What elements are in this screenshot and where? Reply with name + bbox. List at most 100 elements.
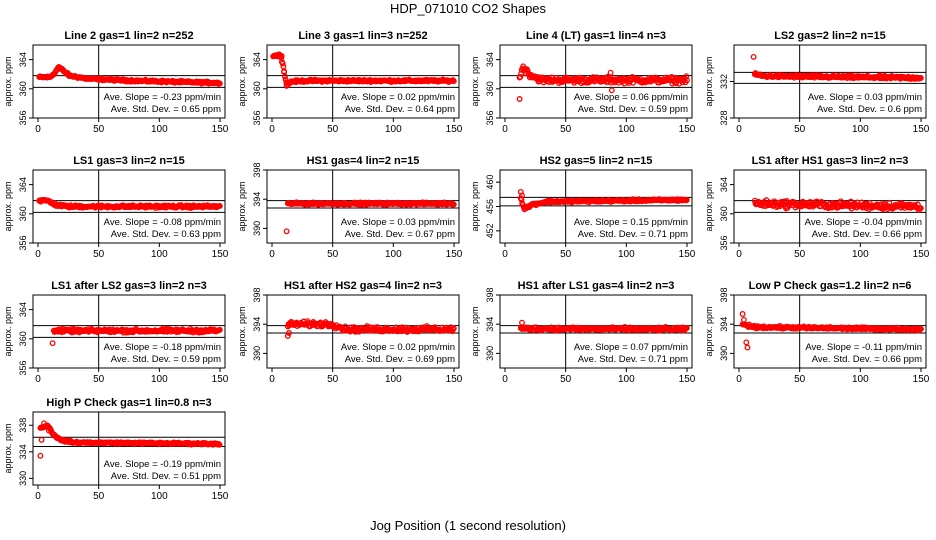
panel-11: HS1 after LS1 gas=4 lin=2 n=3 0 50 100 150 39… (470, 280, 696, 385)
data-point (750, 53, 757, 60)
slope-annotation: Ave. Slope = 0.03 ppm/min (341, 217, 455, 228)
data-point (917, 205, 923, 212)
data-point (216, 326, 223, 333)
y-tick-label: 394 (719, 317, 729, 332)
x-tick-label: 50 (327, 124, 339, 135)
data-points (517, 319, 690, 334)
y-axis-label: approx. ppm (3, 423, 13, 473)
slope-annotation: Ave. Slope = -0.23 ppm/min (104, 92, 221, 103)
x-tick-label: 0 (35, 249, 41, 260)
x-tick-label: 0 (502, 374, 508, 385)
data-point (49, 340, 56, 347)
x-tick-label: 150 (679, 374, 696, 385)
y-axis-label: approx. ppm (704, 306, 714, 356)
x-tick-label: 0 (736, 374, 742, 385)
y-tick-label: 360 (252, 81, 262, 96)
x-tick-label: 50 (93, 491, 105, 502)
y-tick-label: 360 (485, 81, 495, 96)
x-tick-label: 100 (151, 374, 168, 385)
x-tick-label: 150 (446, 249, 463, 260)
panel-title: HS1 after HS2 gas=4 lin=2 n=3 (284, 280, 442, 292)
panel-title: HS1 after LS1 gas=4 lin=2 n=3 (518, 280, 675, 292)
panel-title: Low P Check gas=1.2 lin=2 n=6 (749, 280, 912, 292)
y-tick-label: 356 (719, 235, 729, 250)
plot-frame (499, 294, 693, 369)
data-points (37, 420, 223, 459)
x-tick-label: 0 (736, 249, 742, 260)
y-tick-label: 364 (252, 52, 262, 67)
data-point (739, 311, 746, 317)
panel-3: Line 4 (LT) gas=1 lin=4 n=3 0 50 100 150 356 3… (470, 30, 696, 135)
x-tick-label: 0 (35, 374, 41, 385)
y-tick-label: 390 (719, 346, 729, 361)
data-points (750, 53, 924, 82)
data-points (516, 63, 690, 102)
data-point (517, 73, 524, 80)
x-tick-label: 0 (269, 374, 275, 385)
y-tick-label: 452 (485, 223, 495, 238)
data-point (519, 192, 525, 199)
x-tick-label: 150 (446, 124, 463, 135)
y-axis-label: approx. ppm (237, 306, 247, 356)
data-point (278, 53, 285, 59)
y-tick-label: 360 (719, 206, 729, 221)
y-tick-label: 330 (18, 471, 28, 486)
slope-annotation: Ave. Slope = -0.18 ppm/min (104, 342, 221, 353)
x-tick-label: 50 (93, 124, 105, 135)
y-tick-label: 356 (18, 235, 28, 250)
y-tick-label: 394 (252, 317, 262, 332)
panel-6: HS1 gas=4 lin=2 n=15 0 50 100 150 390 394 398 ap… (237, 155, 463, 260)
x-tick-label: 100 (385, 124, 402, 135)
x-tick-label: 0 (269, 124, 275, 135)
panel-title: LS2 gas=2 lin=2 n=15 (774, 30, 886, 42)
plot-frame (32, 294, 226, 369)
data-points (270, 51, 457, 89)
data-point (281, 68, 288, 75)
data-point (281, 73, 288, 80)
x-tick-label: 100 (618, 374, 635, 385)
y-tick-label: 334 (18, 444, 28, 459)
y-tick-label: 364 (719, 177, 729, 192)
x-tick-label: 50 (560, 374, 572, 385)
y-axis-label: approx. ppm (237, 181, 247, 231)
data-point (450, 325, 457, 332)
slope-annotation: Ave. Slope = 0.02 ppm/min (341, 342, 455, 353)
data-point (216, 202, 223, 209)
x-tick-label: 150 (212, 374, 229, 385)
x-tick-label: 50 (327, 249, 339, 260)
x-tick-label: 150 (212, 249, 229, 260)
data-points (283, 199, 457, 235)
data-point (283, 228, 290, 235)
y-tick-label: 356 (18, 110, 28, 125)
std-annotation: Ave. Std. Dev. = 0.51 ppm (111, 471, 221, 482)
x-tick-label: 50 (93, 249, 105, 260)
plot-frame (266, 44, 460, 119)
x-tick-label: 50 (327, 374, 339, 385)
y-tick-label: 356 (252, 110, 262, 125)
y-tick-label: 364 (18, 177, 28, 192)
data-point (684, 77, 690, 84)
y-tick-label: 456 (485, 199, 495, 214)
x-tick-label: 50 (93, 374, 105, 385)
x-tick-label: 0 (35, 491, 41, 502)
x-tick-label: 50 (560, 249, 572, 260)
plot-frame (32, 44, 226, 119)
x-tick-label: 0 (269, 249, 275, 260)
data-points (36, 63, 223, 87)
slope-annotation: Ave. Slope = -0.19 ppm/min (104, 459, 221, 470)
data-points (36, 196, 223, 212)
x-tick-label: 150 (913, 124, 930, 135)
x-tick-label: 0 (35, 124, 41, 135)
slope-annotation: Ave. Slope = -0.04 ppm/min (805, 217, 922, 228)
panel-title: LS1 after HS1 gas=3 lin=2 n=3 (752, 155, 909, 167)
y-tick-label: 398 (252, 287, 262, 302)
panel-title: Line 4 (LT) gas=1 lin=4 n=3 (526, 30, 666, 42)
data-point (450, 78, 457, 85)
data-point (283, 82, 290, 89)
std-annotation: Ave. Std. Dev. = 0.59 ppm (111, 354, 221, 365)
plot-frame (32, 169, 226, 244)
panel-12: Low P Check gas=1.2 lin=2 n=6 0 50 100 150 39… (704, 280, 930, 385)
plot-frame (266, 169, 460, 244)
panel-title: Line 3 gas=1 lin=3 n=252 (298, 30, 427, 42)
